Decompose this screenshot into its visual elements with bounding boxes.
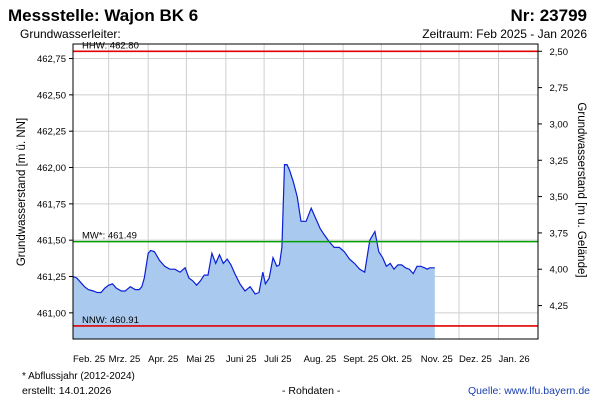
aquifer-label: Grundwasserleiter: (20, 27, 121, 41)
station-title: Messstelle: Wajon BK 6 (8, 6, 199, 25)
y-tick-label-right: 2,75 (550, 83, 569, 94)
station-number: Nr: 23799 (510, 6, 587, 25)
footnote: * Abflussjahr (2012-2024) (22, 371, 135, 382)
water-level-area (73, 164, 435, 339)
y-tick-label-right: 4,25 (550, 301, 569, 312)
x-tick-label: Nov. 25 (421, 354, 453, 365)
y-tick-label-right: 3,50 (550, 192, 569, 203)
y-tick-label-right: 2,50 (550, 47, 569, 58)
y-tick-label-left: 462,75 (37, 54, 66, 65)
x-tick-label: Apr. 25 (148, 354, 178, 365)
created-date: erstellt: 14.01.2026 (22, 385, 112, 397)
x-tick-label: Jan. 26 (499, 354, 530, 365)
y-axis-label-right: Grundwasserstand [m u. Gelände] (575, 102, 587, 277)
ref-label-nnw: NNW: 460.91 (82, 315, 139, 326)
y-tick-label-right: 4,00 (550, 265, 569, 276)
y-axis-label-left: Grundwasserstand [m ü. NN] (16, 118, 28, 266)
x-tick-label: Juni 25 (226, 354, 257, 365)
ref-label-mw: MW*: 461.49 (82, 231, 137, 242)
x-tick-label: Okt. 25 (381, 354, 412, 365)
source-link[interactable]: Quelle: www.lfu.bayern.de (468, 385, 590, 397)
y-tick-label-left: 461,75 (37, 199, 66, 210)
period-label: Zeitraum: Feb 2025 - Jan 2026 (422, 27, 587, 41)
x-tick-label: Sept. 25 (343, 354, 378, 365)
y-tick-label-left: 462,50 (37, 90, 66, 101)
y-tick-label-left: 462,00 (37, 163, 66, 174)
y-tick-label-left: 461,50 (37, 236, 66, 247)
y-tick-label-right: 3,25 (550, 156, 569, 167)
water-level-line (72, 164, 435, 295)
y-tick-label-right: 3,75 (550, 228, 569, 239)
x-tick-label: Feb. 25 (73, 354, 105, 365)
x-tick-label: Aug. 25 (304, 354, 337, 365)
x-tick-label: Juli 25 (264, 354, 291, 365)
ref-label-hhw: HHW: 462.80 (82, 40, 139, 51)
y-tick-label-left: 461,25 (37, 272, 66, 283)
x-tick-label: Mrz. 25 (109, 354, 141, 365)
y-tick-label-left: 462,25 (37, 127, 66, 138)
x-tick-label: Dez. 25 (459, 354, 492, 365)
y-tick-label-right: 3,00 (550, 119, 569, 130)
plot-frame (72, 43, 539, 340)
y-tick-label-left: 461,00 (37, 308, 66, 319)
raw-data-label: - Rohdaten - (282, 385, 341, 397)
x-tick-label: Mai 25 (186, 354, 215, 365)
